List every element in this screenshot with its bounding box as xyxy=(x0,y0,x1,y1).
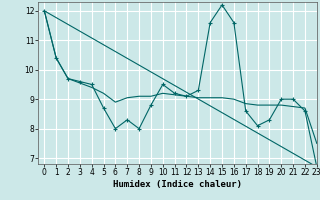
X-axis label: Humidex (Indice chaleur): Humidex (Indice chaleur) xyxy=(113,180,242,189)
